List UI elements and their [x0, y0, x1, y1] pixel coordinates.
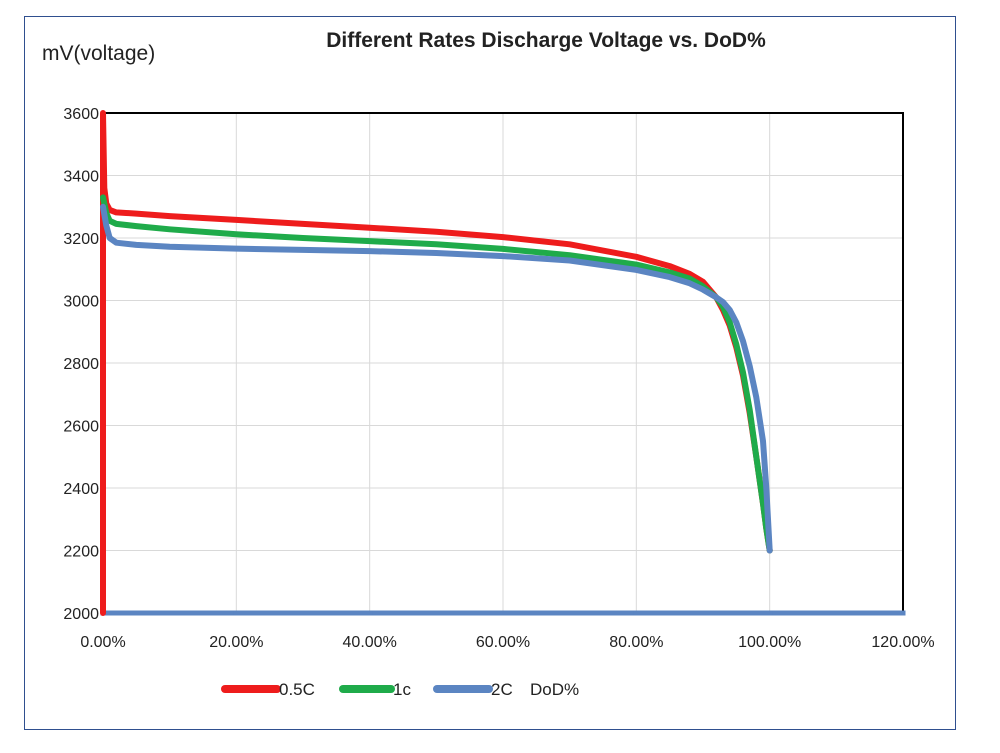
chart-svg: Different Rates Discharge Voltage vs. Do…	[42, 29, 935, 699]
baseline-marker	[500, 610, 506, 616]
x-axis-label: DoD%	[530, 680, 579, 699]
legend-label: 1c	[393, 680, 411, 699]
series-line-2	[100, 203, 773, 554]
x-tick-label: 60.00%	[476, 634, 530, 651]
tick-layer: 0.00% 20.00% 40.00% 60.00% 80.00% 100.00% 120.…	[63, 106, 934, 651]
legend: 0.5C 1c 2C	[221, 680, 513, 699]
series-layer	[100, 110, 906, 616]
x-tick-label: 100.00%	[738, 634, 801, 651]
y-tick-label: 2400	[63, 481, 99, 498]
y-tick-label: 3400	[63, 169, 99, 186]
y-tick-label: 3200	[63, 231, 99, 248]
y-tick-label: 2800	[63, 356, 99, 373]
baseline-marker	[233, 610, 239, 616]
baseline-marker	[367, 610, 373, 616]
y-tick-label: 3000	[63, 294, 99, 311]
x-tick-label: 120.00%	[871, 634, 934, 651]
y-axis-label: mV(voltage)	[42, 42, 155, 65]
legend-label: 2C	[491, 680, 513, 699]
chart-title: Different Rates Discharge Voltage vs. Do…	[326, 29, 766, 52]
y-tick-label: 2600	[63, 419, 99, 436]
grid-layer	[102, 112, 904, 614]
baseline-marker	[633, 610, 639, 616]
x-tick-label: 40.00%	[343, 634, 397, 651]
baseline-marker	[900, 610, 906, 616]
y-tick-label: 2000	[63, 606, 99, 623]
x-tick-label: 20.00%	[209, 634, 263, 651]
y-tick-label: 2200	[63, 544, 99, 561]
legend-label: 0.5C	[279, 680, 315, 699]
chart-frame: Different Rates Discharge Voltage vs. Do…	[24, 16, 956, 730]
y-tick-label: 3600	[63, 106, 99, 123]
x-tick-label: 0.00%	[80, 634, 125, 651]
series-line-1	[100, 194, 773, 554]
x-tick-label: 80.00%	[609, 634, 663, 651]
baseline-marker	[767, 610, 773, 616]
